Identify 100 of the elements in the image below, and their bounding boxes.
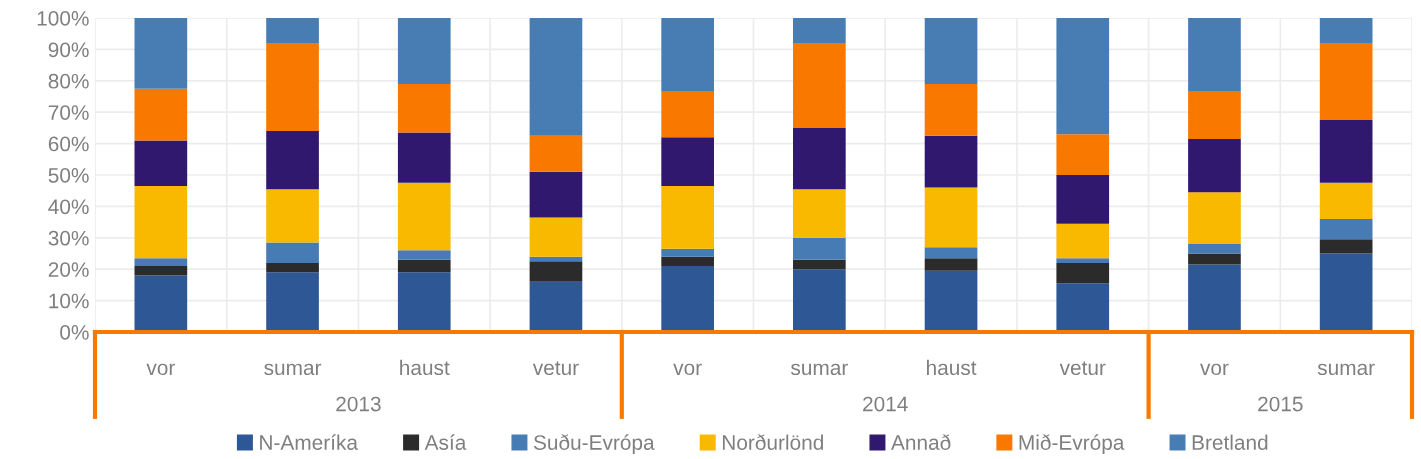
bar — [397, 272, 451, 332]
bar — [266, 189, 319, 243]
bar — [1056, 175, 1110, 224]
x-tick-label: haust — [927, 359, 977, 376]
text: 2013 — [336, 396, 381, 412]
x-tick-label: vor — [1200, 363, 1229, 376]
bar — [266, 262, 319, 273]
x-tick-label: sumar — [264, 363, 322, 376]
legend-label: Asía — [424, 434, 467, 450]
bar — [1056, 223, 1110, 259]
legend-label: Norðurlönd — [722, 434, 823, 450]
bar — [661, 266, 714, 332]
y-tick-label: 10% — [49, 293, 89, 309]
y-tick-label: 90% — [48, 42, 89, 58]
bar — [793, 189, 846, 238]
y-tick-label: 60% — [48, 136, 89, 152]
bar — [1056, 262, 1110, 284]
y-tick-label: 30% — [48, 230, 89, 246]
bar — [529, 18, 583, 136]
bar — [266, 242, 319, 263]
bar — [266, 18, 319, 44]
bar — [924, 83, 978, 136]
bar — [397, 259, 451, 273]
bar — [1056, 134, 1110, 175]
y-tick-label: 0% — [60, 325, 89, 340]
bar — [661, 137, 714, 186]
bar — [266, 272, 319, 332]
bar — [661, 248, 714, 257]
bar — [1056, 18, 1110, 135]
bar — [924, 258, 978, 271]
bar — [134, 140, 188, 186]
y-tick-label: 100% — [37, 11, 89, 26]
bar — [1056, 283, 1110, 332]
bar — [793, 259, 846, 270]
text: 2015 — [1258, 396, 1303, 412]
bar — [134, 275, 188, 332]
bar — [924, 135, 978, 188]
bar — [1188, 244, 1241, 254]
bar — [266, 131, 319, 190]
bar — [529, 217, 583, 257]
bar — [1188, 192, 1241, 245]
bar — [924, 187, 978, 248]
x-tick-label: vetur — [1059, 361, 1106, 376]
y-tick-label: 50% — [48, 168, 89, 183]
bar — [529, 135, 583, 172]
bar — [661, 256, 714, 267]
bar — [397, 250, 451, 260]
bar — [397, 18, 451, 84]
bar — [661, 18, 714, 92]
bar — [1056, 258, 1110, 263]
bar — [1319, 18, 1373, 44]
bar — [793, 269, 846, 332]
bar — [1319, 253, 1373, 332]
bar — [1319, 43, 1373, 121]
bar — [661, 91, 714, 138]
bar — [1188, 91, 1241, 139]
bar — [397, 132, 451, 183]
bar — [924, 270, 978, 332]
bar — [134, 266, 188, 276]
bar — [529, 171, 583, 218]
bar — [134, 88, 188, 141]
x-tick-label: haust — [400, 359, 450, 376]
bar — [1319, 239, 1373, 254]
bar — [1319, 182, 1373, 219]
y-tick-label: 20% — [48, 262, 89, 277]
bar — [1188, 253, 1241, 265]
bar — [134, 18, 188, 89]
bar — [793, 237, 846, 260]
bar — [134, 258, 188, 267]
bar — [134, 185, 188, 259]
x-tick-label: vor — [146, 363, 175, 376]
bar — [1319, 120, 1373, 183]
y-tick-label: 70% — [48, 105, 89, 120]
bar — [1188, 138, 1241, 193]
legend-label: Bretland — [1192, 434, 1268, 450]
bar — [1188, 18, 1241, 92]
text: 2014 — [863, 396, 908, 412]
x-tick-label: vor — [673, 363, 702, 376]
legend-label: Mið-Evrópa — [1019, 434, 1125, 455]
bar — [397, 182, 451, 251]
y-tick-label: 40% — [48, 199, 89, 215]
bar — [529, 281, 583, 332]
y-tick-label: 80% — [48, 73, 89, 89]
legend-label: Annað — [891, 434, 951, 450]
x-tick-label: sumar — [1317, 363, 1375, 376]
bar — [529, 261, 583, 282]
bar — [1188, 264, 1241, 332]
bar — [924, 247, 978, 259]
bar — [793, 18, 846, 44]
x-tick-label: vetur — [532, 361, 579, 376]
x-tick-label: sumar — [790, 363, 848, 376]
bar — [793, 127, 846, 190]
legend-label: N-Ameríka — [260, 434, 358, 450]
bar — [661, 185, 714, 249]
bar — [397, 83, 451, 133]
legend-label: Suðu-Evrópa — [533, 434, 655, 455]
bar — [924, 18, 978, 84]
bar — [793, 43, 846, 128]
bar — [266, 43, 319, 132]
bar — [1319, 218, 1373, 240]
